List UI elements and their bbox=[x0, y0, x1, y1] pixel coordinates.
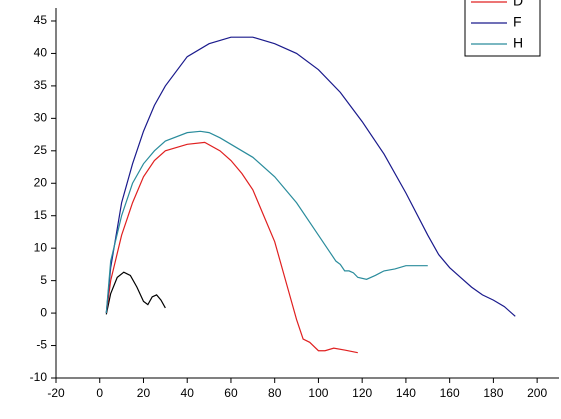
series-line bbox=[105, 36, 516, 317]
series-line bbox=[105, 271, 166, 315]
y-tick-label: -10 bbox=[30, 370, 48, 384]
x-tick-label: 180 bbox=[483, 386, 503, 400]
y-tick-label: 20 bbox=[34, 175, 48, 189]
y-tick-label: -5 bbox=[36, 338, 47, 352]
legend-box bbox=[464, 0, 541, 57]
x-tick-label: 20 bbox=[137, 386, 151, 400]
x-tick-label: 160 bbox=[440, 386, 460, 400]
y-tick-label: 45 bbox=[34, 13, 48, 27]
x-tick-label: 200 bbox=[527, 386, 547, 400]
x-tick-label: 100 bbox=[308, 386, 328, 400]
y-tick-label: 5 bbox=[40, 273, 47, 287]
x-tick-label: 0 bbox=[96, 386, 103, 400]
y-tick-label: 35 bbox=[34, 78, 48, 92]
x-tick-label: 120 bbox=[352, 386, 372, 400]
legend-label: H bbox=[513, 35, 523, 51]
x-tick-label: 60 bbox=[224, 386, 238, 400]
series-line bbox=[105, 141, 358, 354]
x-tick-label: 40 bbox=[181, 386, 195, 400]
y-tick-label: 30 bbox=[34, 111, 48, 125]
series-line bbox=[105, 130, 428, 314]
legend-label: D bbox=[513, 0, 523, 9]
legend-label: F bbox=[513, 14, 522, 30]
x-tick-label: -20 bbox=[47, 386, 65, 400]
y-tick-label: 10 bbox=[34, 240, 48, 254]
y-tick-label: 0 bbox=[40, 305, 47, 319]
y-tick-label: 40 bbox=[34, 46, 48, 60]
y-tick-label: 15 bbox=[34, 208, 48, 222]
x-tick-label: 140 bbox=[396, 386, 416, 400]
x-tick-label: 80 bbox=[268, 386, 282, 400]
y-tick-label: 25 bbox=[34, 143, 48, 157]
